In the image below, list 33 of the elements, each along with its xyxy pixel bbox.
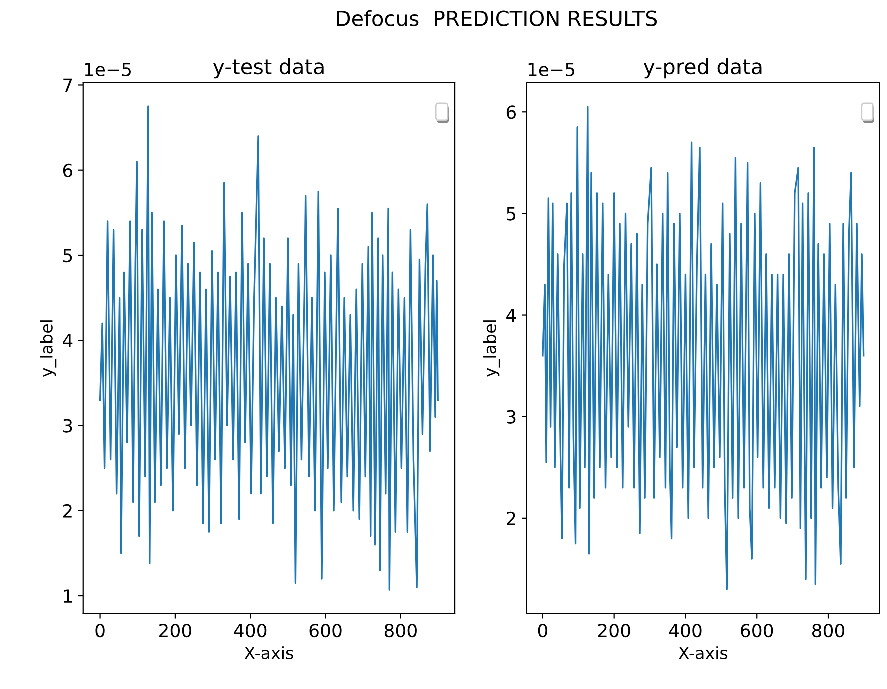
- y-tick-label: 5: [64, 249, 72, 263]
- y-tick-label: 7: [64, 78, 72, 92]
- y-axis-title: y_label: [484, 320, 500, 378]
- y-tick-label: 4: [506, 308, 516, 322]
- y-axis-title: y_label: [40, 320, 57, 378]
- y-tick-label: 3: [507, 410, 516, 424]
- y-tick-label: 4: [63, 334, 73, 348]
- y-tick-label: 6: [506, 106, 516, 120]
- text: 1e−5: [85, 63, 132, 77]
- y-tick-label: 1: [64, 590, 72, 603]
- chart-title: y-test data: [213, 58, 324, 79]
- x-tick-label: 200: [160, 624, 192, 638]
- y-tick-label: 6: [63, 164, 73, 178]
- x-tick-label: 600: [310, 624, 342, 638]
- y-tick-label: 2: [63, 504, 72, 518]
- x-tick-label: 800: [812, 624, 845, 638]
- chart-title: y-pred data: [644, 58, 762, 79]
- y-tick-label: 2: [506, 512, 516, 526]
- x-tick-label: 0: [538, 624, 548, 638]
- x-tick-label: 800: [384, 624, 417, 638]
- text: Defocus PREDICTION RESULTS: [337, 10, 658, 26]
- x-tick-label: 400: [234, 624, 267, 638]
- x-axis-title: X-axis: [244, 646, 294, 660]
- line-series: [542, 106, 865, 590]
- x-axis-title: X-axis: [678, 646, 728, 660]
- y-tick-label: 5: [507, 207, 516, 221]
- x-tick-label: 0: [96, 624, 105, 638]
- text: 1e−5: [528, 63, 575, 77]
- x-tick-label: 600: [741, 624, 774, 638]
- x-tick-label: 200: [598, 624, 630, 638]
- x-tick-label: 400: [669, 624, 702, 638]
- y-tick-label: 3: [64, 419, 72, 433]
- line-series: [99, 106, 439, 591]
